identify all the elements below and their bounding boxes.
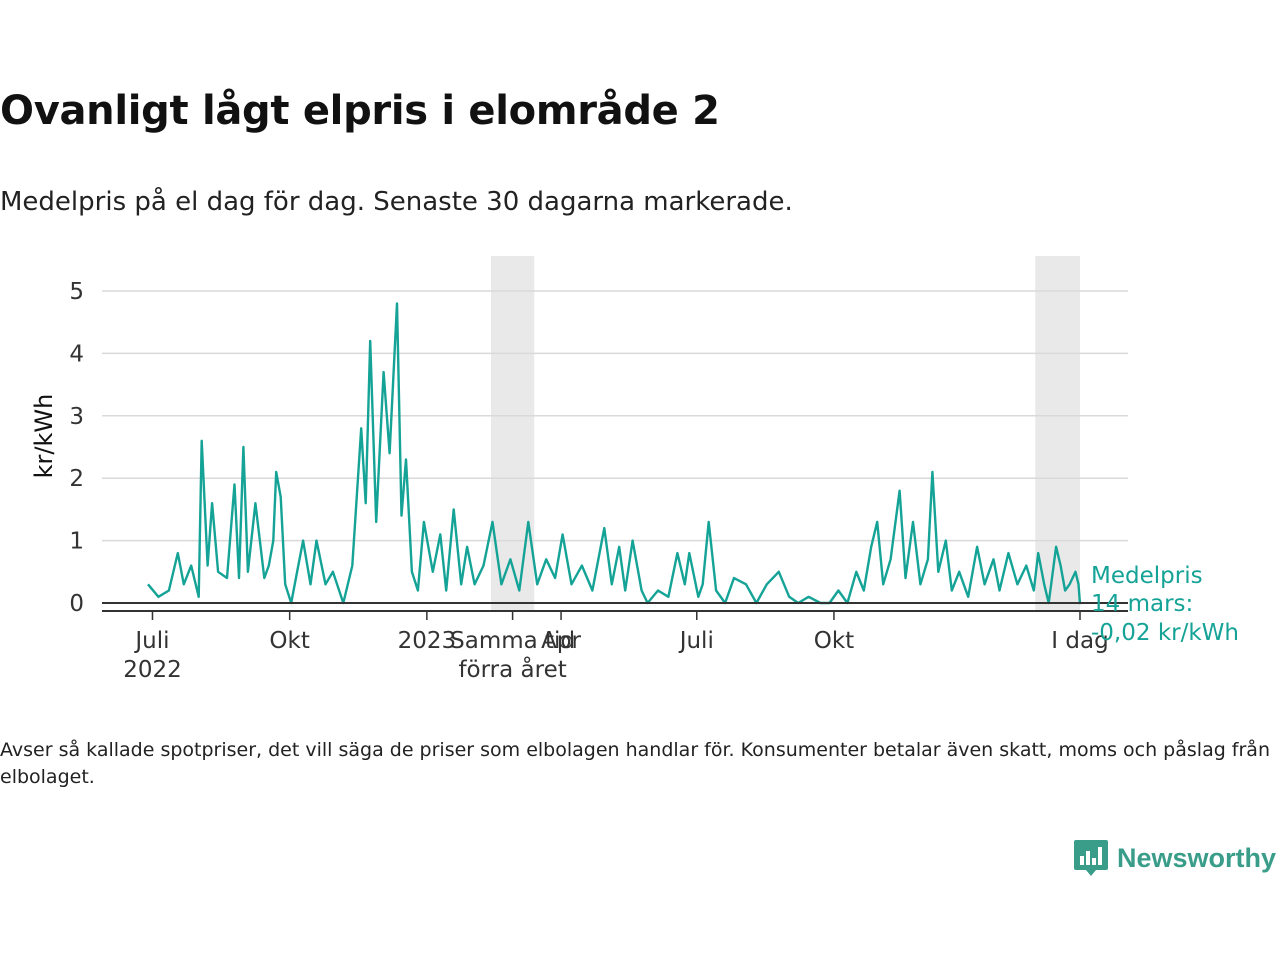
y-tick-label: 5 bbox=[69, 279, 84, 305]
shaded-period-label: Samma tid bbox=[450, 628, 575, 654]
y-tick-label: 0 bbox=[69, 591, 84, 617]
x-tick-label: Juli bbox=[133, 628, 169, 654]
chart-title: Ovanligt lågt elpris i elområde 2 bbox=[0, 88, 720, 134]
x-tick-label: I dag bbox=[1051, 628, 1108, 654]
price-chart: 0 1 2 3 4 5 kr/kWh Juli 2022 Okt 2023 Apr Juli Okt I… bbox=[30, 256, 1239, 683]
x-tick-label: Apr bbox=[541, 628, 581, 654]
newsworthy-logo: Newsworthy bbox=[1073, 838, 1276, 878]
brand-name: Newsworthy bbox=[1116, 842, 1276, 873]
y-axis-label: kr/kWh bbox=[30, 394, 58, 479]
shaded-period-1 bbox=[490, 256, 535, 610]
footnote: Avser så kallade spotpriser, det vill sä… bbox=[0, 739, 1270, 788]
x-tick-label: Juli bbox=[678, 628, 714, 654]
annotation-line-3: -0,02 kr/kWh bbox=[1091, 620, 1239, 646]
annotation-line-1: Medelpris bbox=[1091, 563, 1203, 589]
x-tick-label: Okt bbox=[269, 628, 309, 654]
x-tick-label: 2023 bbox=[398, 628, 457, 654]
annotation-line-2: 14 mars: bbox=[1091, 591, 1193, 617]
series-line-medelpris bbox=[147, 302, 1082, 605]
chart-subtitle: Medelpris på el dag för dag. Senaste 30 … bbox=[0, 187, 793, 217]
y-tick-label: 2 bbox=[69, 466, 84, 492]
newsworthy-chart-bubble-icon bbox=[1073, 840, 1108, 876]
x-tick-label: Okt bbox=[814, 628, 854, 654]
y-tick-label: 4 bbox=[69, 341, 84, 367]
x-tick-sublabel: 2022 bbox=[123, 657, 182, 683]
shaded-period-sublabel: förra året bbox=[458, 655, 566, 683]
y-tick-label: 3 bbox=[69, 404, 84, 430]
y-tick-label: 1 bbox=[69, 529, 84, 555]
